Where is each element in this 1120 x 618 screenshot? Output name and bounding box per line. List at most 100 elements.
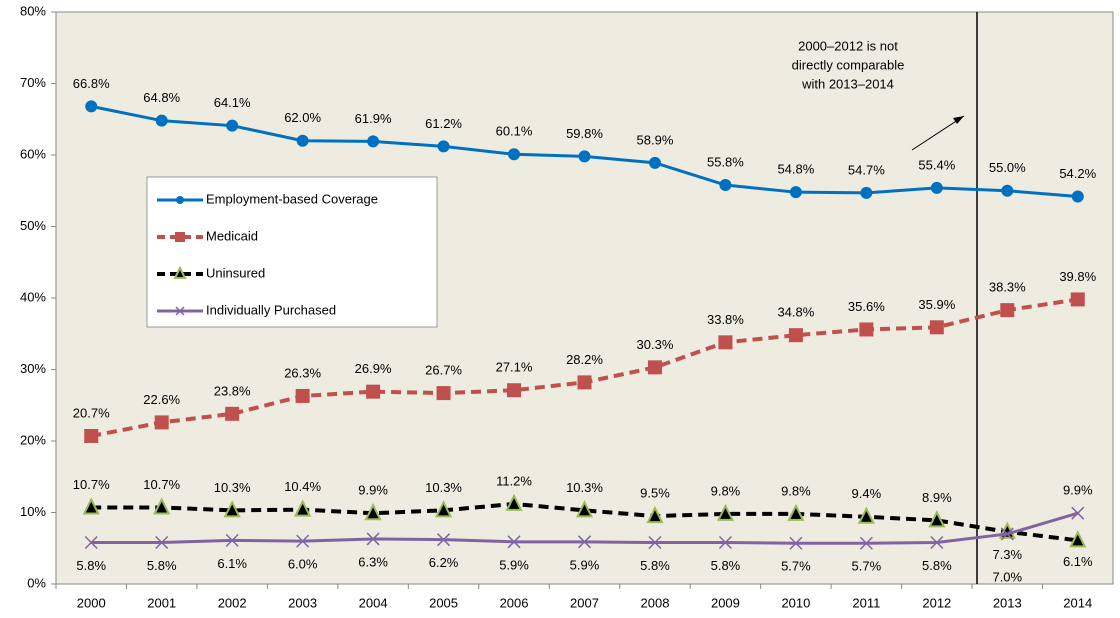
data-label: 61.9% (355, 111, 392, 126)
y-tick-label: 60% (20, 146, 46, 161)
data-label: 7.3% (992, 547, 1022, 562)
data-label: 10.7% (143, 477, 180, 492)
point (857, 506, 875, 524)
data-label: 34.8% (777, 305, 814, 320)
data-label: 6.1% (217, 556, 247, 571)
point (928, 510, 946, 528)
point (223, 500, 241, 518)
point (436, 386, 451, 401)
data-label: 5.9% (499, 557, 529, 572)
data-label: 64.1% (214, 95, 251, 110)
y-tick-label: 50% (20, 218, 46, 233)
data-label: 23.8% (214, 383, 251, 398)
y-tick-label: 30% (20, 361, 46, 376)
data-label: 6.2% (429, 555, 459, 570)
point (860, 186, 873, 199)
data-label: 10.3% (425, 480, 462, 495)
y-tick-label: 10% (20, 504, 46, 519)
point (716, 503, 735, 521)
data-label: 5.9% (570, 557, 600, 572)
data-label: 5.8% (76, 558, 106, 573)
data-label: 10.4% (284, 479, 321, 494)
series-line (91, 501, 1079, 543)
data-label: 9.8% (781, 483, 811, 498)
annotation-arrow (911, 115, 965, 151)
data-label: 54.2% (1059, 166, 1096, 181)
x-tick-label: 2011 (852, 595, 880, 610)
point (85, 100, 98, 113)
data-label: 58.9% (637, 132, 674, 147)
data-label: 5.7% (852, 559, 882, 574)
annotation: directly comparable (792, 57, 905, 72)
point (226, 119, 239, 132)
annotation: with 2013–2014 (801, 76, 894, 91)
data-label: 26.3% (284, 365, 321, 380)
data-label: 26.7% (425, 363, 462, 378)
data-label: 55.4% (918, 157, 955, 172)
data-label: 54.8% (777, 162, 814, 177)
point (646, 505, 664, 524)
point (929, 320, 944, 335)
data-label: 28.2% (566, 352, 603, 367)
data-label: 35.6% (848, 299, 885, 314)
x-tick-label: 2014 (1063, 595, 1092, 610)
data-label: 30.3% (637, 337, 674, 352)
point (364, 502, 382, 521)
point (154, 415, 169, 430)
point (859, 322, 874, 337)
point (1000, 527, 1014, 541)
data-label: 20.7% (73, 405, 110, 420)
x-tick-label: 2008 (641, 595, 670, 610)
data-label: 64.8% (143, 90, 180, 105)
data-label: 11.2% (496, 473, 532, 488)
point (508, 148, 521, 161)
point (789, 536, 803, 550)
x-tick-label: 2001 (147, 595, 176, 610)
point (1070, 292, 1085, 307)
data-label: 9.9% (358, 483, 388, 498)
data-label: 10.3% (214, 480, 251, 495)
data-label: 61.2% (425, 116, 462, 131)
data-label: 9.9% (1063, 483, 1093, 498)
x-tick-label: 2004 (359, 595, 388, 610)
x-tick-label: 2009 (711, 595, 740, 610)
x-tick-label: 2000 (77, 595, 106, 610)
legend (146, 176, 438, 328)
point (1071, 506, 1085, 520)
point (648, 156, 661, 169)
data-label: 38.3% (989, 280, 1026, 295)
point (507, 383, 522, 398)
point (718, 335, 733, 350)
data-label: 8.9% (922, 490, 952, 505)
point (719, 179, 732, 192)
legend-marker (173, 265, 187, 279)
point (366, 532, 380, 546)
x-tick-label: 2005 (429, 595, 458, 610)
y-tick-label: 70% (20, 75, 46, 90)
legend-label: Employment-based Coverage (206, 191, 378, 206)
point (437, 140, 450, 153)
x-tick-label: 2002 (218, 595, 247, 610)
y-tick-label: 0% (27, 575, 46, 590)
data-label: 62.0% (284, 110, 321, 125)
data-label: 27.1% (496, 360, 533, 375)
point (787, 503, 805, 521)
point (84, 535, 98, 550)
point (225, 533, 239, 547)
point (1071, 190, 1084, 203)
point (930, 535, 944, 550)
point (507, 535, 521, 549)
y-tick-label: 40% (20, 289, 46, 304)
x-tick-label: 2007 (570, 595, 599, 610)
point (647, 360, 662, 375)
data-label: 10.3% (566, 480, 603, 495)
data-label: 55.0% (989, 160, 1026, 175)
point (578, 150, 591, 163)
data-label: 55.8% (707, 154, 744, 169)
data-label: 5.7% (781, 559, 811, 574)
point (155, 535, 169, 550)
data-label: 7.0% (992, 569, 1022, 584)
point (437, 533, 451, 547)
point (789, 186, 802, 199)
